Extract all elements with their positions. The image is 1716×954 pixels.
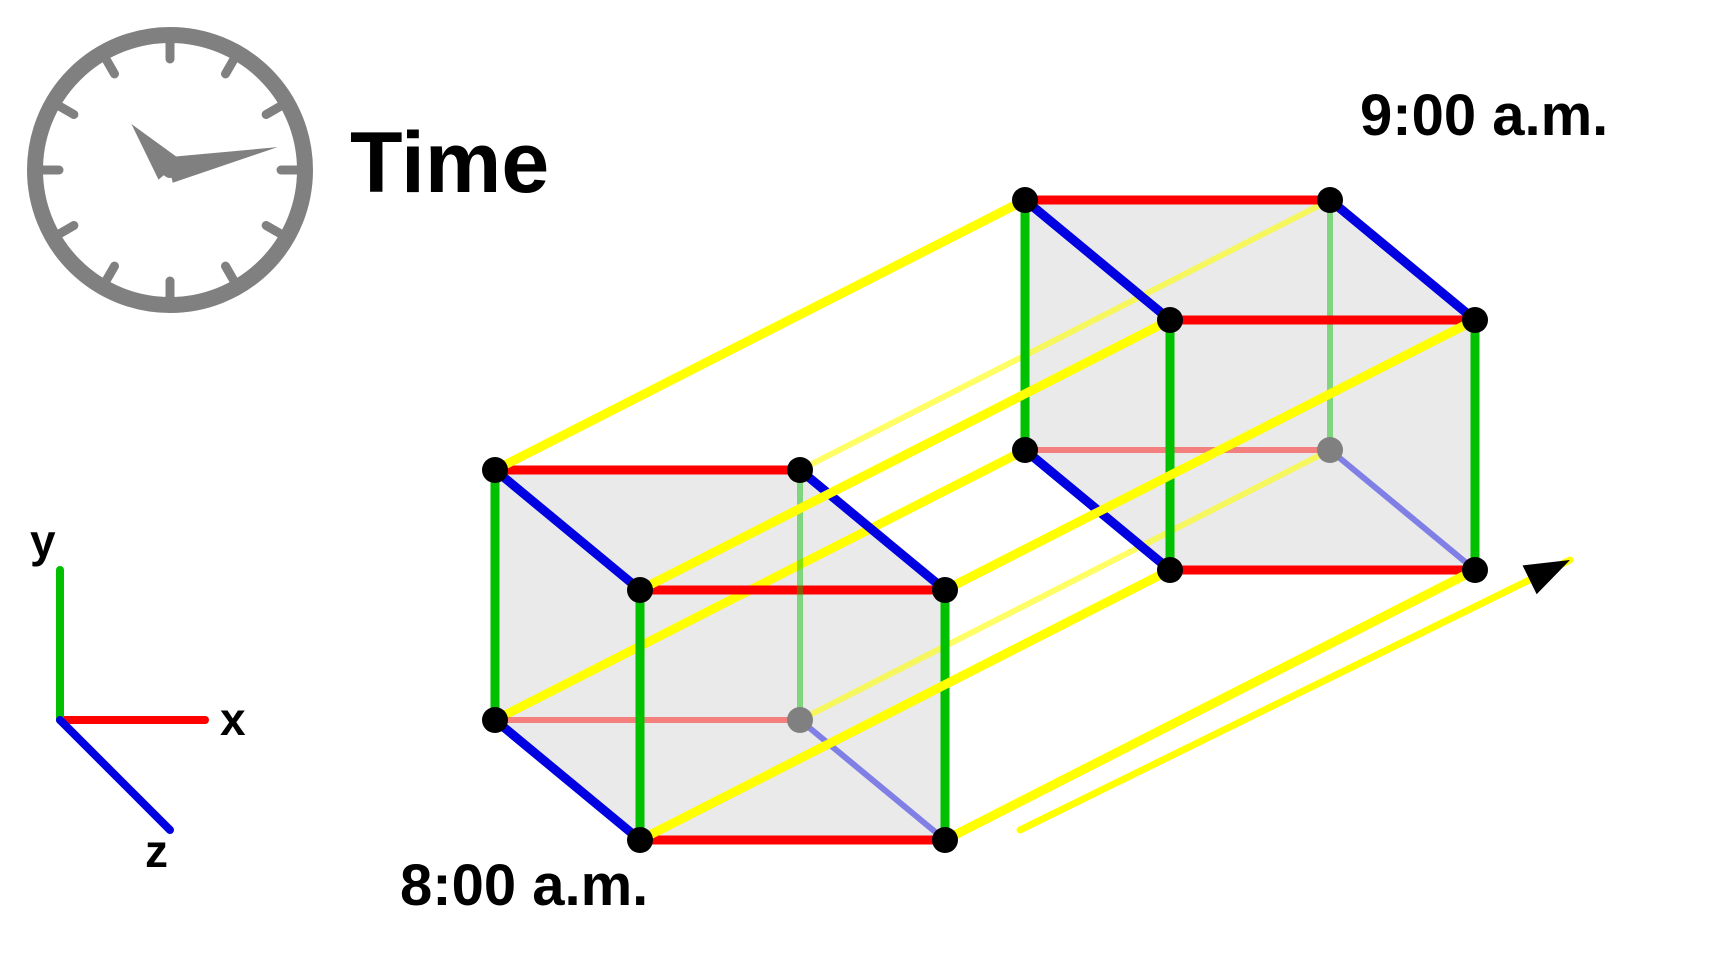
axis-y-label: y [30, 514, 56, 568]
axis-z-label: z [145, 824, 168, 878]
axis-x-label: x [220, 692, 246, 746]
time-end-label: 9:00 a.m. [1360, 82, 1608, 149]
time-start-label: 8:00 a.m. [400, 852, 648, 919]
time-title: Time [350, 114, 549, 213]
diagram-stage: Time 8:00 a.m. 9:00 a.m. x y z [0, 0, 1716, 954]
